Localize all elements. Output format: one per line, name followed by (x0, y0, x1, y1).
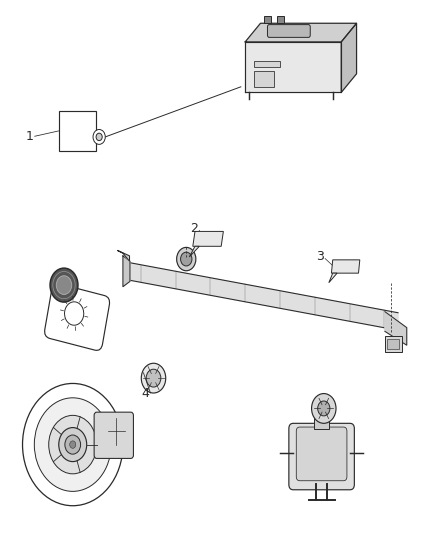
Polygon shape (245, 23, 357, 42)
Polygon shape (341, 23, 357, 92)
Text: 4: 4 (141, 386, 149, 400)
Circle shape (50, 268, 78, 302)
Circle shape (177, 247, 196, 271)
Polygon shape (123, 256, 130, 287)
Circle shape (70, 441, 76, 448)
Circle shape (180, 252, 192, 266)
FancyBboxPatch shape (296, 427, 347, 481)
Polygon shape (189, 246, 199, 257)
Circle shape (93, 130, 105, 144)
Bar (264, 17, 271, 23)
Bar (277, 17, 284, 23)
FancyBboxPatch shape (94, 412, 134, 458)
Circle shape (318, 401, 330, 416)
Polygon shape (332, 260, 360, 273)
Circle shape (59, 427, 87, 462)
Circle shape (146, 369, 161, 387)
Circle shape (65, 435, 81, 454)
Circle shape (141, 364, 166, 393)
Polygon shape (193, 231, 223, 246)
Circle shape (311, 393, 336, 423)
Circle shape (22, 383, 123, 506)
FancyBboxPatch shape (45, 284, 110, 350)
Polygon shape (127, 262, 398, 330)
Bar (254, 71, 274, 87)
Polygon shape (118, 251, 130, 261)
Circle shape (49, 415, 97, 474)
Polygon shape (329, 273, 337, 282)
Bar (254, 61, 280, 67)
Circle shape (64, 302, 84, 325)
FancyBboxPatch shape (268, 25, 310, 37)
Polygon shape (385, 312, 407, 345)
FancyBboxPatch shape (289, 423, 354, 490)
Circle shape (34, 398, 111, 491)
Circle shape (96, 133, 102, 141)
Text: 3: 3 (316, 251, 324, 263)
Bar (59, 111, 95, 151)
Text: 2: 2 (190, 222, 198, 235)
Circle shape (57, 276, 72, 294)
Bar (314, 415, 329, 429)
Bar (385, 336, 402, 352)
Bar (387, 339, 399, 350)
Text: 1: 1 (25, 130, 33, 143)
Polygon shape (245, 42, 341, 92)
